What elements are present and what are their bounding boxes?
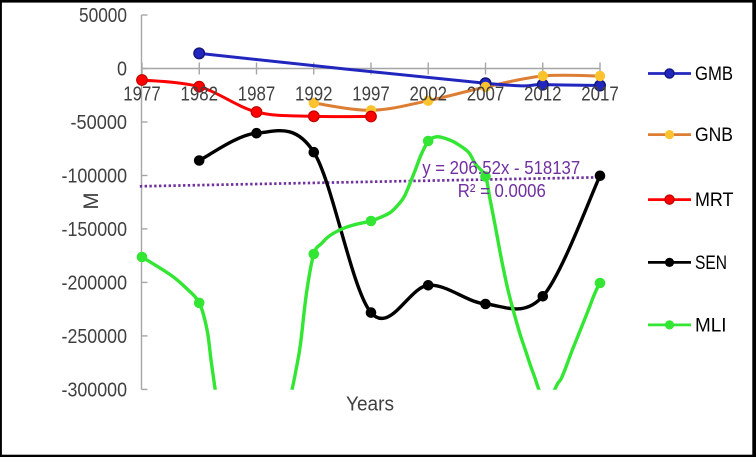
svg-text:-50000: -50000 xyxy=(71,112,128,134)
svg-text:MLI: MLI xyxy=(695,314,727,336)
svg-text:0: 0 xyxy=(117,59,127,81)
svg-text:1977: 1977 xyxy=(123,84,161,106)
svg-text:M: M xyxy=(79,193,103,210)
svg-text:MRT: MRT xyxy=(695,189,734,211)
svg-text:1992: 1992 xyxy=(295,84,333,106)
svg-text:y = 206.52x - 518137: y = 206.52x - 518137 xyxy=(422,157,580,178)
svg-text:-200000: -200000 xyxy=(62,272,128,294)
svg-text:-300000: -300000 xyxy=(62,379,128,401)
svg-text:1997: 1997 xyxy=(352,84,390,106)
svg-text:1982: 1982 xyxy=(181,84,219,106)
svg-text:50000: 50000 xyxy=(79,5,127,27)
svg-text:GMB: GMB xyxy=(695,63,733,85)
svg-text:SEN: SEN xyxy=(695,252,727,274)
svg-text:1987: 1987 xyxy=(238,84,276,106)
svg-text:-100000: -100000 xyxy=(62,166,128,188)
svg-text:Years: Years xyxy=(346,393,394,416)
svg-text:-250000: -250000 xyxy=(62,326,128,348)
svg-text:GNB: GNB xyxy=(695,124,733,146)
svg-text:2002: 2002 xyxy=(410,84,448,106)
svg-text:-150000: -150000 xyxy=(62,219,128,241)
svg-text:2012: 2012 xyxy=(524,84,562,106)
svg-text:R² = 0.0006: R² = 0.0006 xyxy=(458,180,546,201)
svg-text:2007: 2007 xyxy=(467,84,505,106)
svg-text:2017: 2017 xyxy=(581,84,619,106)
